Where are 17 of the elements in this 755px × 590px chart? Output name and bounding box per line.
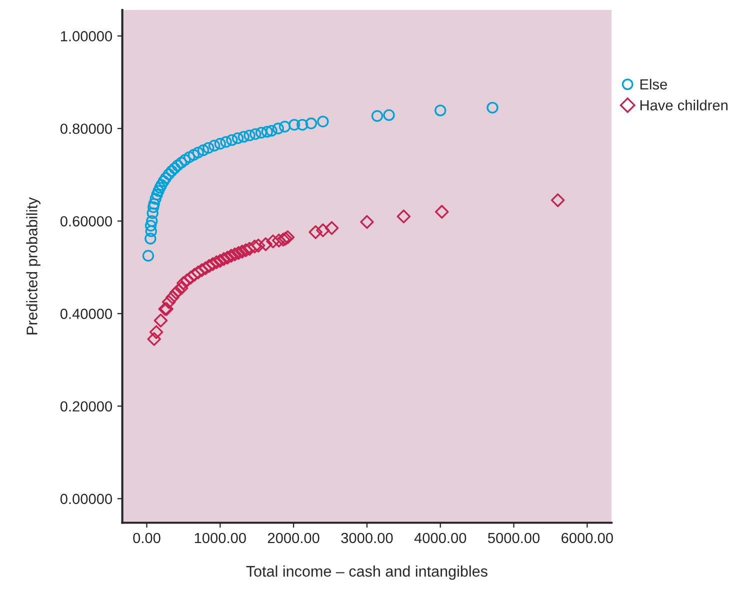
x-tick-label: 2000.00 bbox=[268, 532, 320, 544]
y-tick-label: 0.60000 bbox=[60, 216, 112, 226]
y-tick-label: 0.40000 bbox=[60, 308, 112, 320]
legend-label: Have children bbox=[640, 100, 728, 110]
x-tick-label: 6000.00 bbox=[562, 532, 613, 544]
x-tick-label: 4000.00 bbox=[414, 532, 466, 544]
x-tick-label: 3000.00 bbox=[341, 532, 393, 544]
y-tick-label: 1.00000 bbox=[60, 31, 112, 42]
y-tick-label: 0.00000 bbox=[60, 494, 112, 504]
x-tick-label: 0.00 bbox=[133, 532, 160, 544]
x-axis-title: Total income – cash and intangibles bbox=[246, 566, 488, 580]
y-axis-title: Predicted probability bbox=[26, 197, 40, 334]
legend-label: Else bbox=[640, 78, 667, 90]
x-tick-label: 1000.00 bbox=[194, 532, 246, 544]
y-tick-label: 0.80000 bbox=[60, 124, 112, 134]
x-tick-label: 5000.00 bbox=[488, 532, 540, 544]
y-tick-label: 0.20000 bbox=[60, 401, 112, 412]
